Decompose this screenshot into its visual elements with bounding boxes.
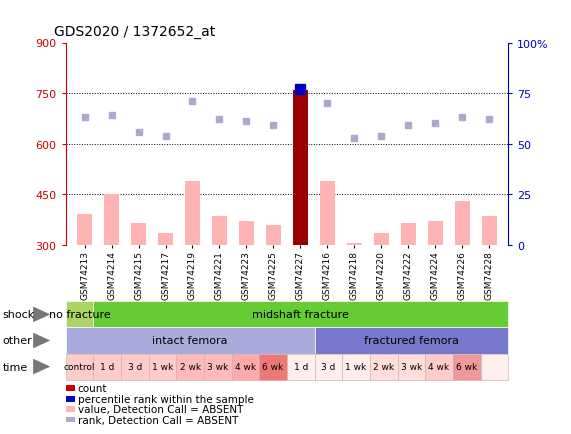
Text: 6 wk: 6 wk	[263, 362, 284, 371]
Text: control: control	[64, 362, 95, 371]
Text: 2 wk: 2 wk	[373, 362, 395, 371]
Text: 3 wk: 3 wk	[401, 362, 422, 371]
Text: other: other	[3, 336, 33, 345]
Text: 4 wk: 4 wk	[235, 362, 256, 371]
Bar	[401, 224, 416, 245]
Text: no fracture: no fracture	[49, 310, 110, 319]
Bar	[266, 225, 281, 245]
Text: GDS2020 / 1372652_at: GDS2020 / 1372652_at	[54, 25, 215, 39]
Bar	[293, 90, 308, 245]
Bar	[158, 233, 173, 245]
Text: 3 wk: 3 wk	[207, 362, 228, 371]
Text: shock: shock	[3, 310, 35, 319]
Polygon shape	[33, 307, 50, 322]
Text: 3 d: 3 d	[128, 362, 142, 371]
Bar	[428, 222, 443, 245]
Text: count: count	[78, 384, 107, 393]
Bar	[347, 243, 362, 245]
Text: 6 wk: 6 wk	[456, 362, 477, 371]
Bar	[320, 181, 335, 245]
Text: 2 wk: 2 wk	[179, 362, 200, 371]
Text: rank, Detection Call = ABSENT: rank, Detection Call = ABSENT	[78, 415, 238, 424]
Bar	[212, 217, 227, 245]
Polygon shape	[33, 333, 50, 349]
Text: 4 wk: 4 wk	[428, 362, 449, 371]
Text: percentile rank within the sample: percentile rank within the sample	[78, 394, 254, 404]
Text: value, Detection Call = ABSENT: value, Detection Call = ABSENT	[78, 404, 243, 414]
Text: 1 wk: 1 wk	[152, 362, 173, 371]
Bar	[239, 222, 254, 245]
Text: intact femora: intact femora	[152, 336, 228, 345]
Text: 1 wk: 1 wk	[345, 362, 367, 371]
Bar	[185, 181, 200, 245]
Text: midshaft fracture: midshaft fracture	[252, 310, 349, 319]
Bar	[455, 201, 470, 245]
Text: 1 d: 1 d	[100, 362, 114, 371]
Bar	[374, 233, 389, 245]
Text: fractured femora: fractured femora	[364, 336, 459, 345]
Text: 1 d: 1 d	[293, 362, 308, 371]
Text: time: time	[3, 362, 28, 372]
Bar	[482, 217, 497, 245]
Bar	[104, 195, 119, 245]
Text: 3 d: 3 d	[321, 362, 336, 371]
Polygon shape	[33, 359, 50, 375]
Bar	[77, 215, 92, 245]
Bar	[131, 224, 146, 245]
